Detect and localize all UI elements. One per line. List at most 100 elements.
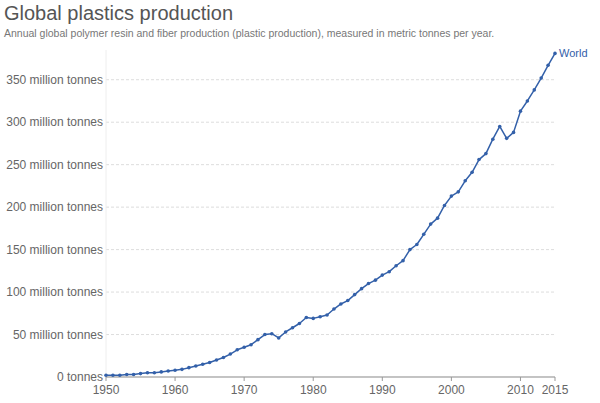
grid-line [106,207,555,208]
point [201,362,205,366]
point [526,99,530,103]
point [374,278,378,282]
point [387,270,391,274]
grid-line [106,334,555,335]
x-tick [244,377,245,381]
point [159,370,163,374]
point [353,293,357,297]
point [132,373,136,377]
point [401,259,405,263]
y-tick-label: 150 million tonnes [6,243,103,257]
grid-line [106,249,555,250]
point [429,222,433,226]
point [153,371,157,375]
point [263,333,267,337]
point [436,216,440,220]
x-tick-label: 1950 [93,383,120,397]
grid-line [106,122,555,123]
point [118,374,122,378]
point [222,356,226,360]
point [443,204,447,208]
point [360,287,364,291]
point [305,316,309,320]
point [229,352,233,356]
point [367,282,371,286]
plot-area [104,52,557,378]
x-tick [382,377,383,381]
point [270,332,274,336]
point [146,371,150,375]
y-tick-label: 100 million tonnes [6,285,103,299]
grid-line [106,377,555,378]
title: Global plastics production [4,2,233,24]
x-tick [175,377,176,381]
point [277,336,281,340]
point [470,171,474,175]
x-tick [106,377,107,381]
line [106,53,555,375]
x-tick-label: 1960 [162,383,189,397]
point [519,109,523,113]
x-tick-label: 1990 [369,383,396,397]
y-tick-label: 250 million tonnes [6,158,103,172]
x-tick-label: 1980 [300,383,327,397]
y-axis-line [106,50,107,377]
point [339,302,343,306]
y-tick-label: 200 million tonnes [6,200,103,214]
point [311,317,315,321]
point [477,158,481,162]
series-label: World [559,47,588,59]
subtitle: Annual global polymer resin and fiber pr… [4,27,494,39]
point [284,330,288,334]
point [463,179,467,183]
point [180,368,184,372]
x-tick [520,377,521,381]
chart: Global plastics production Annual global … [0,0,600,403]
point [498,125,502,129]
x-tick [451,377,452,381]
point [415,243,419,247]
point [325,313,329,317]
x-tick-label: 2000 [438,383,465,397]
x-tick [555,377,556,381]
point [208,361,212,365]
grid-line [106,292,555,293]
y-tick-label: 350 million tonnes [6,73,103,87]
point [166,369,170,373]
x-tick-label: 2010 [507,383,534,397]
point [346,299,350,303]
point [318,315,322,319]
point [484,152,488,156]
point [187,366,191,370]
x-tick-label: 2015 [542,383,569,397]
point [553,52,557,56]
point [491,137,495,141]
point [450,194,454,198]
point [539,76,543,80]
point [249,343,253,347]
point [408,248,412,252]
point [394,264,398,268]
point [235,348,239,352]
point [381,273,385,277]
point [298,322,302,326]
point [422,233,426,237]
x-tick-label: 1970 [231,383,258,397]
point [173,368,177,372]
y-tick-label: 0 tonnes [57,370,103,384]
point [546,63,550,67]
point [104,374,108,378]
point [215,358,219,362]
x-tick [313,377,314,381]
point [242,345,246,349]
point [125,373,129,377]
point [505,137,509,141]
point [256,338,260,342]
point [332,307,336,311]
grid-line [106,79,555,80]
point [111,374,115,378]
point [456,190,460,194]
grid-line [106,164,555,165]
y-tick-label: 50 million tonnes [13,328,103,342]
point [532,88,536,92]
